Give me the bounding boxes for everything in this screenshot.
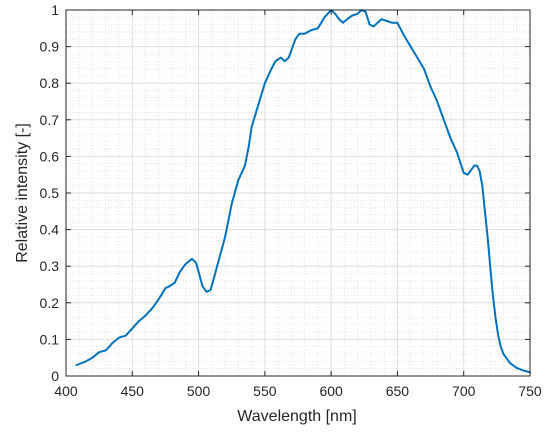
x-axis-label: Wavelength [nm]: [237, 408, 356, 425]
y-axis-label: Relative intensity [-]: [14, 123, 31, 263]
x-tick-label: 450: [121, 383, 145, 399]
y-tick-label: 0.3: [40, 258, 60, 274]
y-tick-label: 0.4: [40, 222, 60, 238]
x-axis-ticks: 400 450 500 550 600 650 700 750: [54, 10, 542, 399]
y-tick-label: 0: [51, 368, 59, 384]
x-tick-label: 550: [253, 383, 277, 399]
y-tick-label: 0.5: [40, 185, 60, 201]
x-tick-label: 500: [187, 383, 211, 399]
series-line: [75, 9, 531, 374]
y-tick-label: 0.9: [40, 39, 60, 55]
y-tick-label: 0.6: [40, 148, 60, 164]
x-tick-label: 750: [518, 383, 542, 399]
series-layer: [75, 9, 531, 374]
y-tick-label: 0.7: [40, 112, 60, 128]
y-axis-ticks: 0 0.1 0.2 0.3 0.4 0.5 0.6 0.7 0.8 0.9 1: [40, 2, 530, 384]
y-tick-label: 0.2: [40, 295, 60, 311]
x-tick-label: 700: [452, 383, 476, 399]
x-tick-label: 600: [319, 383, 343, 399]
x-tick-label: 400: [54, 383, 78, 399]
y-tick-label: 1: [51, 2, 59, 18]
x-tick-label: 650: [386, 383, 410, 399]
y-tick-label: 0.1: [40, 331, 60, 347]
y-tick-label: 0.8: [40, 75, 60, 91]
